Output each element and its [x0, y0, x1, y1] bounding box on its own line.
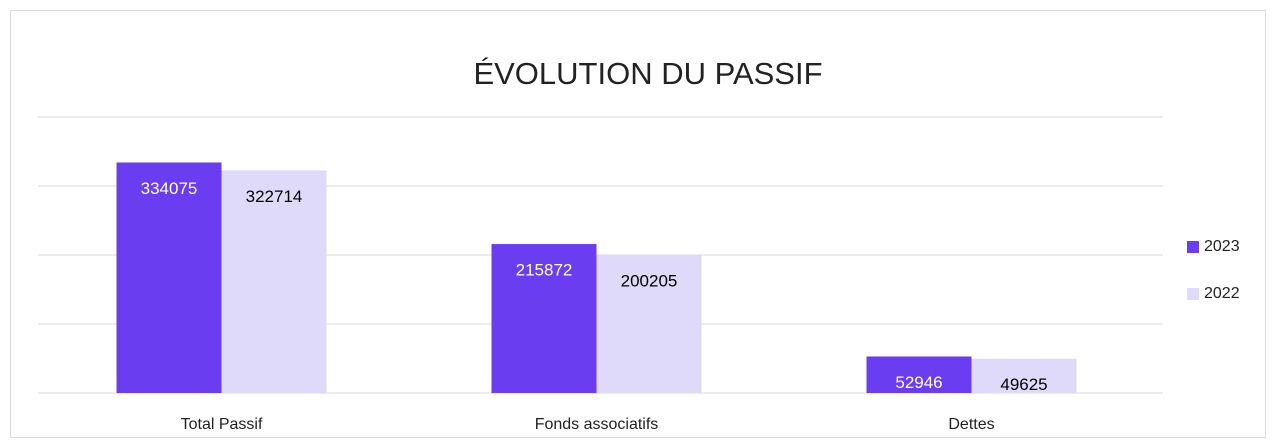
value-label: 334075 — [141, 179, 198, 198]
value-label: 200205 — [621, 271, 678, 290]
x-tick-label: Fonds associatifs — [535, 416, 659, 433]
legend-swatch — [1187, 241, 1199, 253]
bar — [971, 358, 1077, 393]
bar — [596, 254, 702, 393]
value-label: 215872 — [516, 261, 573, 280]
legend-swatch — [1187, 288, 1199, 300]
chart-title: ÉVOLUTION DU PASSIF — [473, 56, 822, 91]
bar — [221, 170, 327, 393]
value-label: 52946 — [895, 373, 942, 392]
x-tick-label: Total Passif — [181, 416, 263, 433]
value-label: 322714 — [246, 187, 303, 206]
legend-label: 2022 — [1204, 285, 1240, 302]
value-label: 49625 — [1000, 375, 1047, 394]
legend-label: 2023 — [1204, 238, 1240, 255]
x-tick-label: Dettes — [948, 416, 994, 433]
bar — [116, 162, 222, 393]
bar — [491, 244, 597, 393]
bar — [866, 356, 972, 393]
